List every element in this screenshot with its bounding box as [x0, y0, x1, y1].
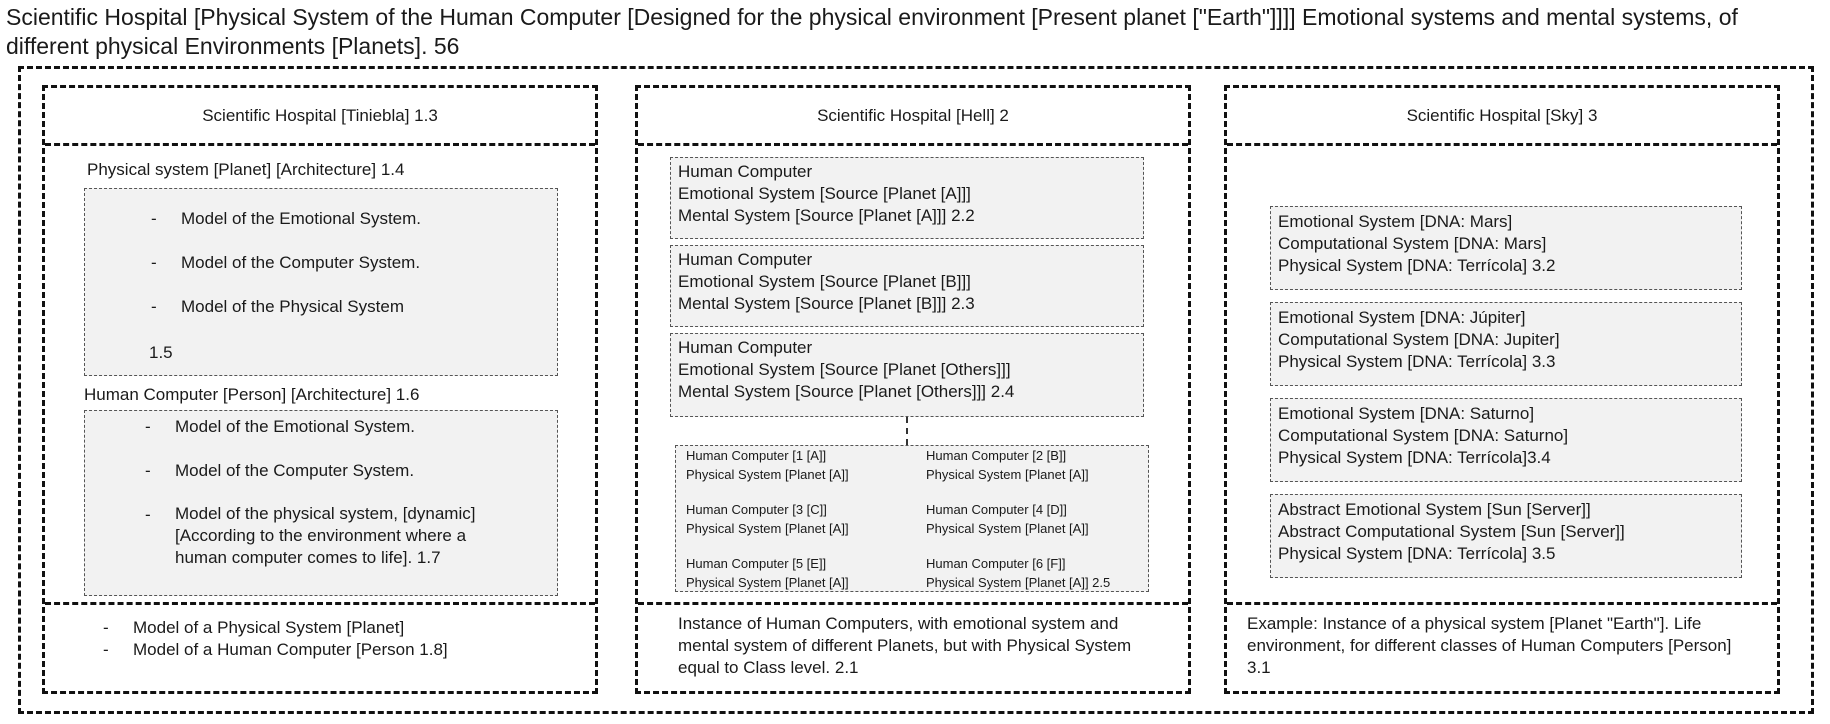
dna-box: Abstract Emotional System [Sun [Server]]…: [1270, 494, 1742, 578]
connector-line: [906, 417, 908, 445]
box-line: Emotional System [Source [Planet [A]]]: [678, 184, 971, 203]
human-computer-grid: Human Computer [1 [A]] Physical System […: [675, 445, 1149, 592]
human-computer-title: Human Computer [Person] [Architecture] 1…: [84, 385, 420, 404]
human-item: Model of the physical system, [dynamic] …: [175, 504, 476, 567]
grid-cell: Human Computer [6 [F]]: [926, 556, 1066, 571]
box-line: Human Computer: [678, 162, 813, 181]
box-line: Abstract Emotional System [Sun [Server]]: [1278, 500, 1591, 519]
bullet-dash: -: [145, 417, 151, 436]
bullet-dash: -: [151, 297, 157, 316]
box-line: Abstract Computational System [Sun [Serv…: [1278, 522, 1625, 541]
human-computer-box: Human Computer Emotional System [Source …: [670, 245, 1144, 327]
physical-item: Model of the Computer System.: [181, 253, 421, 272]
column-sky: Scientific Hospital [Sky] 3 Emotional Sy…: [1224, 85, 1780, 694]
box-line: Physical System [DNA: Terrícola] 3.2: [1278, 256, 1556, 275]
grid-cell: Human Computer [1 [A]]: [686, 448, 827, 463]
footer-item: Model of a Human Computer [Person 1.8]: [133, 640, 448, 659]
bullet-dash: -: [151, 209, 157, 228]
box-line: Mental System [Source [Planet [Others]]]…: [678, 382, 1015, 401]
physical-item: Model of the Physical System: [181, 297, 404, 316]
bullet-dash: -: [151, 253, 157, 272]
grid-cell: Human Computer [4 [D]]: [926, 502, 1067, 517]
box-line: Emotional System [DNA: Mars]: [1278, 212, 1513, 231]
box-line: Computational System [DNA: Mars]: [1278, 234, 1547, 253]
column-header: Scientific Hospital [Sky] 3: [1227, 88, 1777, 146]
grid-cell: Physical System [Planet [A]] 2.5: [926, 575, 1111, 590]
human-computer-box: Human Computer Emotional System [Source …: [670, 333, 1144, 417]
bullet-dash: -: [145, 505, 151, 524]
human-item: Model of the Emotional System.: [175, 417, 416, 436]
dna-box: Emotional System [DNA: Júpiter] Computat…: [1270, 302, 1742, 386]
column-tiniebla: Scientific Hospital [Tiniebla] 1.3 Physi…: [42, 85, 598, 694]
grid-cell: Physical System [Planet [A]]: [686, 521, 849, 536]
box-line: Human Computer: [678, 338, 813, 357]
dna-box: Emotional System [DNA: Mars] Computation…: [1270, 206, 1742, 290]
column-hell: Scientific Hospital [Hell] 2 Human Compu…: [635, 85, 1191, 694]
column-footer: Instance of Human Computers, with emotio…: [638, 602, 1188, 691]
physical-system-title: Physical system [Planet] [Architecture] …: [87, 160, 405, 179]
footer-item: Model of a Physical System [Planet]: [133, 618, 405, 637]
box-line: Emotional System [Source [Planet [B]]]: [678, 272, 971, 291]
box-line: Computational System [DNA: Saturno]: [1278, 426, 1569, 445]
box-line: Emotional System [Source [Planet [Others…: [678, 360, 1011, 379]
column-header: Scientific Hospital [Hell] 2: [638, 88, 1188, 146]
grid-cell: Human Computer [2 [B]]: [926, 448, 1067, 463]
box-line: Human Computer: [678, 250, 813, 269]
grid-cell: Human Computer [3 [C]]: [686, 502, 827, 517]
box-line: Physical System [DNA: Terrícola]3.4: [1278, 448, 1551, 467]
physical-number: 1.5: [149, 343, 173, 362]
human-item: Model of the Computer System.: [175, 461, 415, 480]
box-line: Physical System [DNA: Terrícola] 3.3: [1278, 352, 1556, 371]
human-computer-box: - Model of the Emotional System. - Model…: [84, 410, 558, 596]
box-line: Physical System [DNA: Terrícola] 3.5: [1278, 544, 1556, 563]
physical-item: Model of the Emotional System.: [181, 209, 422, 228]
box-line: Emotional System [DNA: Júpiter]: [1278, 308, 1526, 327]
grid-cell: Physical System [Planet [A]]: [926, 467, 1089, 482]
box-line: Computational System [DNA: Jupiter]: [1278, 330, 1560, 349]
page-title: Scientific Hospital [Physical System of …: [6, 4, 1738, 59]
dna-box: Emotional System [DNA: Saturno] Computat…: [1270, 398, 1742, 482]
outer-frame: [18, 66, 1814, 714]
grid-cell: Physical System [Planet [A]]: [686, 575, 849, 590]
bullet-dash: -: [103, 640, 109, 659]
box-line: Mental System [Source [Planet [B]]] 2.3: [678, 294, 975, 313]
bullet-dash: -: [103, 618, 109, 637]
column-footer: Example: Instance of a physical system […: [1227, 602, 1777, 691]
column-header: Scientific Hospital [Tiniebla] 1.3: [45, 88, 595, 146]
grid-cell: Physical System [Planet [A]]: [686, 467, 849, 482]
human-computer-box: Human Computer Emotional System [Source …: [670, 157, 1144, 239]
column-footer: - Model of a Physical System [Planet] - …: [45, 602, 595, 691]
physical-system-box: - Model of the Emotional System. - Model…: [84, 188, 558, 376]
grid-cell: Physical System [Planet [A]]: [926, 521, 1089, 536]
grid-cell: Human Computer [5 [E]]: [686, 556, 827, 571]
box-line: Emotional System [DNA: Saturno]: [1278, 404, 1535, 423]
bullet-dash: -: [145, 461, 151, 480]
box-line: Mental System [Source [Planet [A]]] 2.2: [678, 206, 975, 225]
